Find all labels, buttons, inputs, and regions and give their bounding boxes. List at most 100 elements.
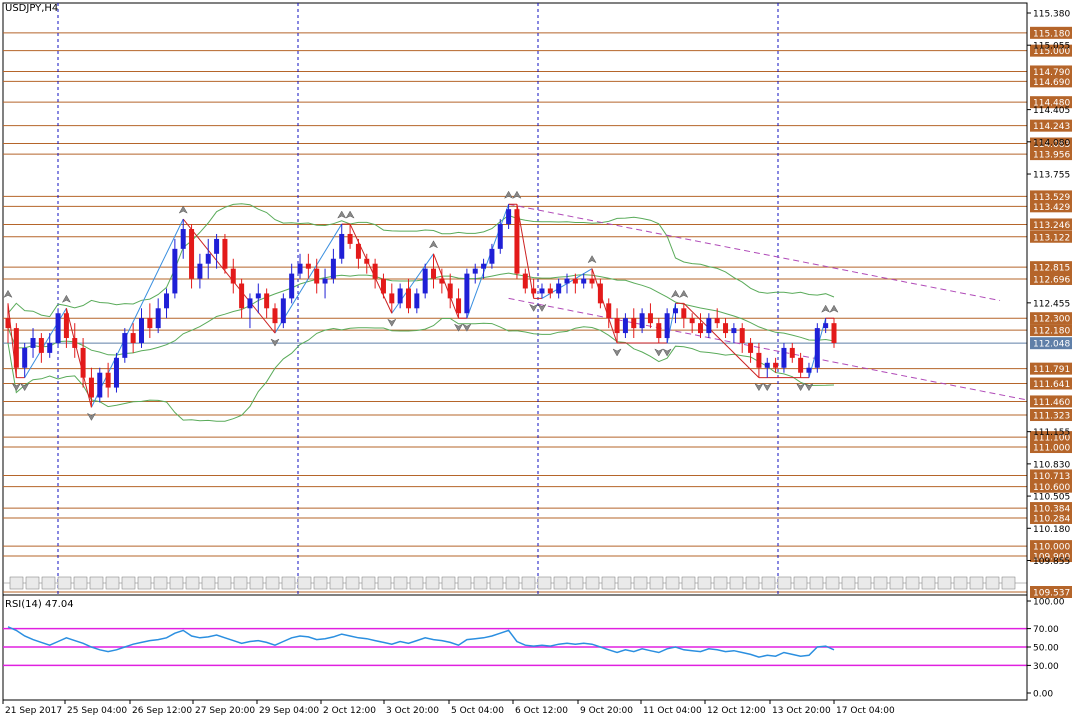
level-tag-label: 111.791 xyxy=(1033,365,1070,375)
fractal-arrow xyxy=(654,348,664,357)
candle-body xyxy=(214,238,220,254)
fractal-arrow xyxy=(662,348,672,357)
candle-body xyxy=(113,357,119,388)
candle-body xyxy=(280,298,286,324)
object-label-box xyxy=(425,576,440,590)
fractal-arrow xyxy=(754,383,764,392)
candle-body xyxy=(464,273,470,314)
candle-body xyxy=(105,372,111,388)
level-tag xyxy=(1030,395,1072,408)
level-tag xyxy=(1030,218,1072,231)
level-tag xyxy=(1030,502,1072,515)
candle-body xyxy=(364,258,370,264)
candle-body xyxy=(472,268,478,274)
level-tag-label: 110.384 xyxy=(1033,505,1070,515)
fractal-arrow xyxy=(537,303,547,312)
time-tick-label: 25 Sep 04:00 xyxy=(67,706,127,716)
candle-body xyxy=(764,362,770,368)
object-label-box xyxy=(121,576,136,590)
object-label-box xyxy=(521,576,536,590)
object-label-box xyxy=(601,576,616,590)
level-tag xyxy=(1030,230,1072,243)
fractal-arrow xyxy=(61,294,72,303)
level-tag xyxy=(1030,550,1072,563)
candle-body xyxy=(489,248,495,264)
candle-body xyxy=(639,313,645,329)
level-tag-label: 114.480 xyxy=(1033,99,1070,109)
candle-body xyxy=(230,268,236,284)
rsi-tick-label: 0.00 xyxy=(1033,690,1053,700)
candle-body xyxy=(773,362,779,368)
candle-body xyxy=(756,352,762,368)
price-tick-label: 115.055 xyxy=(1033,42,1070,52)
level-tag xyxy=(1030,75,1072,88)
object-label-box xyxy=(857,576,872,590)
level-tag-label: 113.122 xyxy=(1033,233,1070,243)
object-label-box xyxy=(297,576,312,590)
candle-body xyxy=(664,313,670,339)
candle-body xyxy=(531,288,537,294)
level-tag-label: 111.460 xyxy=(1033,398,1070,408)
rsi-tick-label: 30.00 xyxy=(1033,662,1059,672)
price-tick-label: 115.380 xyxy=(1033,10,1070,20)
level-tag-label: 115.180 xyxy=(1033,29,1070,39)
object-label-box xyxy=(185,576,200,590)
candle-body xyxy=(497,224,503,249)
price-tick-label: 110.505 xyxy=(1033,493,1070,503)
main-plot-frame xyxy=(2,2,1028,597)
object-label-box xyxy=(1001,576,1016,590)
candle-body xyxy=(681,308,687,319)
fractal-arrow xyxy=(337,210,347,219)
candle-body xyxy=(556,283,562,294)
level-tag-label: 112.696 xyxy=(1033,275,1070,285)
level-tag-label: 113.429 xyxy=(1033,203,1070,213)
candle-body xyxy=(5,318,11,329)
object-label-box xyxy=(489,576,504,590)
candle-body xyxy=(789,347,795,358)
object-label-box xyxy=(729,576,744,590)
fractal-arrow xyxy=(270,338,280,347)
candle-body xyxy=(372,263,378,279)
candle-body xyxy=(147,318,153,329)
candle-body xyxy=(781,347,787,368)
price-tick-label: 112.455 xyxy=(1033,299,1070,309)
candle-body xyxy=(47,342,53,353)
time-tick-label: 9 Oct 20:00 xyxy=(580,706,633,716)
candle-body xyxy=(55,313,61,343)
fractal-arrow xyxy=(795,383,806,392)
object-label-box xyxy=(969,576,984,590)
level-tag-label: 110.000 xyxy=(1033,543,1070,553)
candle-body xyxy=(264,293,270,309)
object-label-box xyxy=(393,576,408,590)
level-tag-label: 111.641 xyxy=(1033,380,1070,390)
level-tag-label: 112.815 xyxy=(1033,264,1070,274)
fractal-arrow xyxy=(503,190,514,199)
candle-body xyxy=(222,238,228,269)
candle-body xyxy=(706,318,712,334)
level-tag-label: 113.529 xyxy=(1033,193,1070,203)
level-tag-label: 115.000 xyxy=(1033,47,1070,57)
fractal-arrow xyxy=(453,323,464,332)
price-tick-label: 114.080 xyxy=(1033,138,1070,148)
object-label-box xyxy=(505,576,520,590)
candle-body xyxy=(189,229,195,279)
object-label-box xyxy=(57,576,72,590)
candle-body xyxy=(798,357,804,373)
candle-body xyxy=(481,263,487,269)
object-label-box xyxy=(105,576,120,590)
object-label-box xyxy=(665,576,680,590)
fractal-arrow xyxy=(462,323,472,332)
candle-body xyxy=(305,263,311,269)
fractal-arrow xyxy=(529,303,539,312)
level-tag xyxy=(1030,261,1072,274)
level-tag xyxy=(1030,540,1072,553)
level-tag-label: 109.537 xyxy=(1033,589,1070,599)
zigzag-segment xyxy=(516,204,535,299)
candle-body xyxy=(88,377,94,398)
object-label-box xyxy=(25,576,40,590)
candle-body xyxy=(72,338,78,348)
fractal-arrow xyxy=(178,205,188,214)
current-price-tag xyxy=(1030,337,1072,350)
level-tag xyxy=(1030,511,1072,524)
